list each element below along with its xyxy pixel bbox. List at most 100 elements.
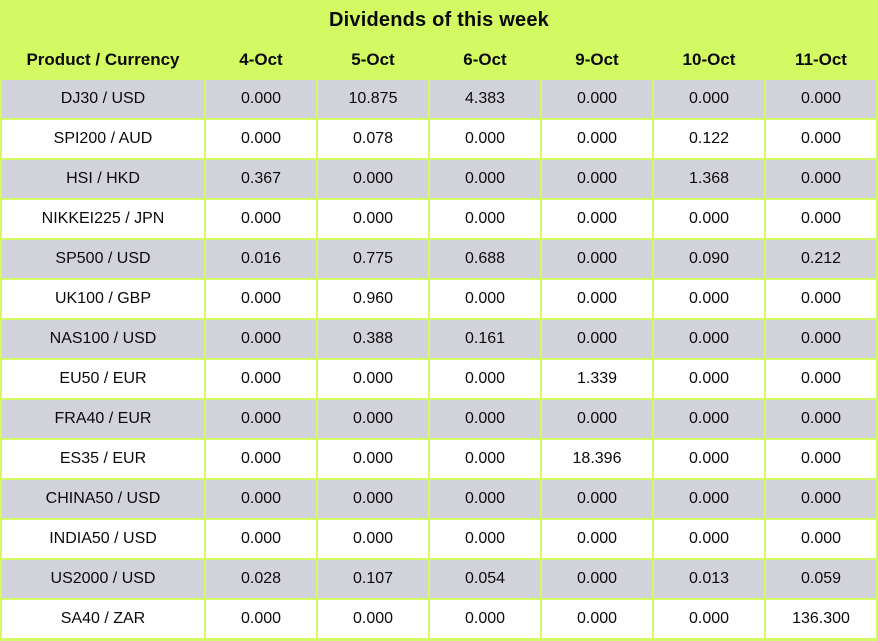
column-header-date-6: 11-Oct [795, 50, 847, 69]
dividend-value-cell: 0.000 [542, 400, 652, 438]
dividend-value-cell: 0.000 [766, 200, 876, 238]
page-title: Dividends of this week [328, 8, 549, 31]
dividend-value-cell: 0.000 [318, 400, 428, 438]
dividend-value-cell: 0.000 [654, 400, 764, 438]
dividend-value-cell: 0.090 [654, 240, 764, 278]
dividend-value-cell: 0.000 [430, 520, 540, 558]
dividend-value-cell: 0.000 [654, 440, 764, 478]
dividend-value-cell: 0.388 [318, 320, 428, 358]
dividend-value-cell: 0.000 [430, 440, 540, 478]
product-cell: INDIA50 / USD [2, 520, 204, 558]
table-row: SA40 / ZAR 0.000 0.000 0.000 0.000 0.000 136.3… [2, 600, 876, 638]
dividend-value-cell: 0.000 [430, 480, 540, 518]
dividend-value-cell: 0.000 [318, 440, 428, 478]
dividend-value-cell: 0.016 [206, 240, 316, 278]
product-cell: NIKKEI225 / JPN [2, 200, 204, 238]
dividend-value-cell: 0.000 [206, 360, 316, 398]
dividend-value-cell: 0.000 [654, 320, 764, 358]
dividend-value-cell: 0.000 [206, 520, 316, 558]
dividend-value-cell: 0.000 [206, 400, 316, 438]
dividend-value-cell: 18.396 [542, 440, 652, 478]
dividend-value-cell: 0.688 [430, 240, 540, 278]
dividend-value-cell: 0.000 [206, 200, 316, 238]
dividend-value-cell: 0.000 [654, 200, 764, 238]
column-header-product: Product / Currency [26, 50, 180, 69]
dividend-value-cell: 0.000 [206, 480, 316, 518]
table-row: FRA40 / EUR 0.000 0.000 0.000 0.000 0.000 0.00… [2, 400, 876, 438]
dividend-value-cell: 0.212 [766, 240, 876, 278]
product-cell: CHINA50 / USD [2, 480, 204, 518]
column-header-date-5: 10-Oct [682, 50, 736, 69]
dividend-value-cell: 0.367 [206, 160, 316, 198]
product-cell: SPI200 / AUD [2, 120, 204, 158]
dividend-value-cell: 0.122 [654, 120, 764, 158]
column-header-date-2: 5-Oct [351, 50, 395, 69]
dividend-value-cell: 1.368 [654, 160, 764, 198]
table-row: ES35 / EUR 0.000 0.000 0.000 18.396 0.000 0.00… [2, 440, 876, 478]
dividend-value-cell: 0.000 [206, 80, 316, 118]
dividend-value-cell: 0.000 [430, 360, 540, 398]
dividend-value-cell: 0.161 [430, 320, 540, 358]
table-row: SP500 / USD 0.016 0.775 0.688 0.000 0.090 0.21… [2, 240, 876, 278]
dividend-value-cell: 0.000 [318, 160, 428, 198]
dividend-value-cell: 0.000 [430, 400, 540, 438]
dividend-value-cell: 0.000 [206, 120, 316, 158]
dividend-value-cell: 0.000 [318, 520, 428, 558]
dividend-value-cell: 0.000 [430, 280, 540, 318]
dividend-value-cell: 0.028 [206, 560, 316, 598]
table-row: CHINA50 / USD 0.000 0.000 0.000 0.000 0.000 0.… [2, 480, 876, 518]
dividend-value-cell: 0.078 [318, 120, 428, 158]
product-cell: UK100 / GBP [2, 280, 204, 318]
dividend-value-cell: 0.000 [318, 200, 428, 238]
dividend-value-cell: 0.054 [430, 560, 540, 598]
product-cell: US2000 / USD [2, 560, 204, 598]
table-row: EU50 / EUR 0.000 0.000 0.000 1.339 0.000 0.000 [2, 360, 876, 398]
dividend-value-cell: 0.000 [542, 280, 652, 318]
dividend-value-cell: 0.000 [654, 280, 764, 318]
dividend-value-cell: 0.775 [318, 240, 428, 278]
dividend-value-cell: 1.339 [542, 360, 652, 398]
dividend-value-cell: 0.000 [654, 80, 764, 118]
dividend-value-cell: 0.000 [542, 120, 652, 158]
dividend-value-cell: 0.000 [542, 80, 652, 118]
dividends-table: Product / Currency 4-Oct 5-Oct 6-Oct 9-O… [0, 40, 878, 640]
dividend-value-cell: 136.300 [766, 600, 876, 638]
dividend-value-cell: 0.000 [542, 560, 652, 598]
table-row: SPI200 / AUD 0.000 0.078 0.000 0.000 0.122 0.0… [2, 120, 876, 158]
dividend-value-cell: 0.000 [542, 520, 652, 558]
product-cell: NAS100 / USD [2, 320, 204, 358]
dividend-value-cell: 0.000 [542, 200, 652, 238]
column-header-date-3: 6-Oct [463, 50, 507, 69]
dividend-value-cell: 0.000 [654, 480, 764, 518]
dividend-value-cell: 0.000 [318, 360, 428, 398]
product-cell: FRA40 / EUR [2, 400, 204, 438]
table-row: HSI / HKD 0.367 0.000 0.000 0.000 1.368 0.000 [2, 160, 876, 198]
dividend-value-cell: 0.000 [542, 600, 652, 638]
product-cell: ES35 / EUR [2, 440, 204, 478]
dividend-value-cell: 0.000 [766, 480, 876, 518]
product-cell: SP500 / USD [2, 240, 204, 278]
product-cell: EU50 / EUR [2, 360, 204, 398]
dividend-value-cell: 0.059 [766, 560, 876, 598]
dividend-value-cell: 0.000 [766, 320, 876, 358]
dividend-value-cell: 0.000 [318, 600, 428, 638]
header-row: Product / Currency 4-Oct 5-Oct 6-Oct 9-O… [2, 42, 876, 78]
dividend-value-cell: 0.000 [766, 160, 876, 198]
dividend-value-cell: 0.000 [766, 400, 876, 438]
dividend-value-cell: 4.383 [430, 80, 540, 118]
dividend-value-cell: 0.107 [318, 560, 428, 598]
product-cell: DJ30 / USD [2, 80, 204, 118]
column-header-date-4: 9-Oct [575, 50, 619, 69]
product-cell: HSI / HKD [2, 160, 204, 198]
column-header-date-1: 4-Oct [239, 50, 283, 69]
dividend-value-cell: 0.000 [430, 600, 540, 638]
dividend-value-cell: 0.000 [654, 520, 764, 558]
dividend-value-cell: 0.000 [542, 160, 652, 198]
dividend-value-cell: 0.000 [318, 480, 428, 518]
table-row: INDIA50 / USD 0.000 0.000 0.000 0.000 0.000 0.… [2, 520, 876, 558]
table-row: UK100 / GBP 0.000 0.960 0.000 0.000 0.000 0.00… [2, 280, 876, 318]
dividend-value-cell: 0.000 [542, 240, 652, 278]
dividend-value-cell: 0.000 [542, 480, 652, 518]
table-row: NIKKEI225 / JPN 0.000 0.000 0.000 0.000 0.000… [2, 200, 876, 238]
